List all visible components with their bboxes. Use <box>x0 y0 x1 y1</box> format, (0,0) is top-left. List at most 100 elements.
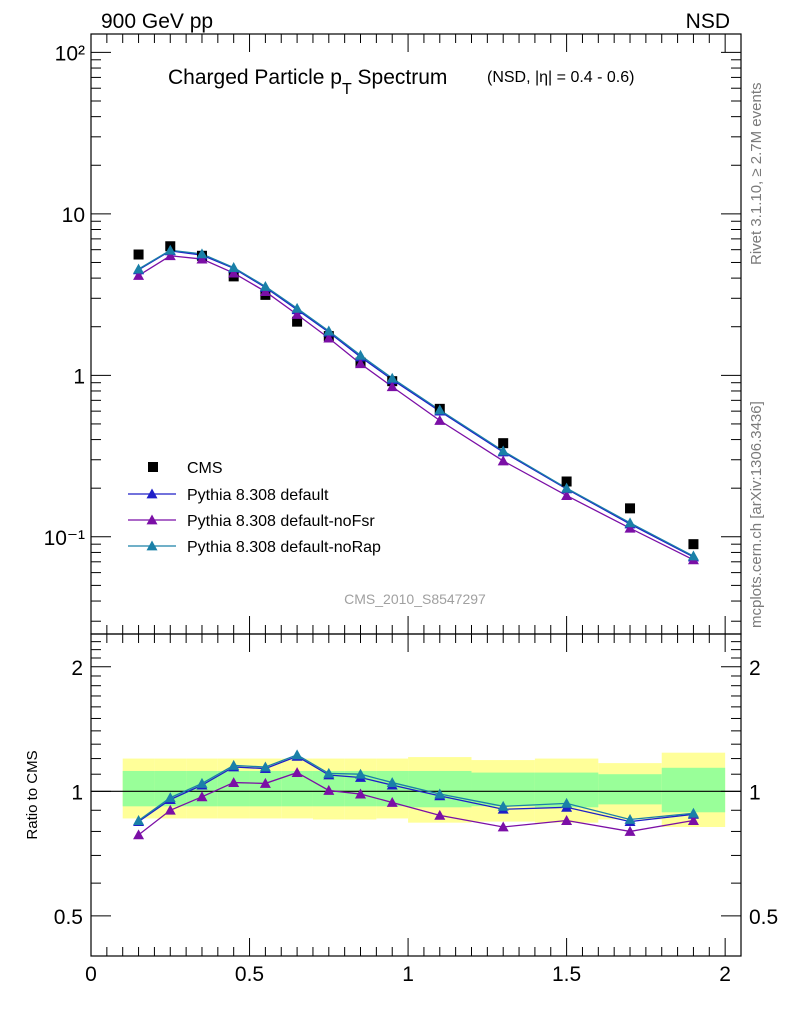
data-point <box>133 249 144 260</box>
ratio-line <box>138 755 694 823</box>
mc-point <box>386 381 398 392</box>
mc-point <box>133 263 145 274</box>
mc-point <box>164 250 176 261</box>
data-point <box>688 539 699 550</box>
ratio-frame <box>90 633 742 957</box>
mc-point <box>259 286 271 297</box>
ratio-point <box>355 788 367 799</box>
mc-point <box>561 482 573 493</box>
mc-point <box>561 490 573 500</box>
mc-point <box>323 325 335 336</box>
mc-point <box>624 522 636 533</box>
ratio-point <box>386 777 398 787</box>
x-tick-label: 1 <box>402 963 414 986</box>
series-line <box>138 249 694 557</box>
ratio-axis-label: Ratio to CMS <box>24 750 41 839</box>
ratio-point <box>291 767 303 777</box>
title-subscript: T <box>342 81 352 98</box>
uncertainty-band-inner <box>661 767 726 813</box>
ratio-point <box>291 749 303 760</box>
uncertainty-band-inner <box>471 772 535 807</box>
mc-point <box>259 280 271 291</box>
mc-point <box>196 248 208 259</box>
ratio-point <box>355 768 367 779</box>
title-main: Charged Particle p <box>168 66 342 89</box>
legend-label: Pythia 8.308 default <box>187 487 329 504</box>
mc-point <box>355 358 367 369</box>
ratio-point <box>497 800 509 811</box>
legend-label: CMS <box>187 460 223 477</box>
mc-point <box>687 550 699 561</box>
x-tick-label: 0.5 <box>235 963 264 986</box>
y-tick-label: 10 <box>62 204 85 227</box>
ratio-point <box>687 815 699 825</box>
ratio-point <box>434 809 446 820</box>
mc-point <box>355 349 367 360</box>
ratio-point <box>323 767 335 778</box>
ratio-point <box>228 759 240 770</box>
uncertainty-band-inner <box>598 774 662 805</box>
legend-marker <box>146 488 158 499</box>
y-tick-label: 10² <box>55 42 85 65</box>
ratio-point <box>561 815 573 825</box>
data-point <box>625 503 636 514</box>
uncertainty-band-inner <box>217 770 250 807</box>
mc-point <box>291 302 303 313</box>
ratio-point <box>196 777 208 788</box>
mc-point <box>497 445 509 456</box>
ratio-point <box>196 791 208 802</box>
ratio-point <box>497 821 509 832</box>
uncertainty-band-inner <box>122 770 155 807</box>
ratio-y-tick-label-right: 1 <box>749 781 761 804</box>
data-point <box>498 438 509 449</box>
mc-point <box>228 262 240 272</box>
header-left: 900 GeV pp <box>101 10 213 33</box>
mc-point <box>133 270 145 280</box>
chart-title: Charged Particle pT Spectrum <box>168 66 447 98</box>
ratio-point <box>228 777 240 787</box>
ratio-panel: 0.5 0.5 1 1 2 2 0 0.5 1 1.5 2 <box>54 633 778 986</box>
ratio-point <box>561 797 573 808</box>
legend-label: Pythia 8.308 default-noFsr <box>187 513 375 530</box>
side-label-top: Rivet 3.1.10, ≥ 2.7M events <box>748 83 765 266</box>
data-point <box>561 476 572 487</box>
ratio-y-tick-label: 0.5 <box>54 906 83 929</box>
ratio-y-tick-label-right: 2 <box>749 657 761 680</box>
mc-point <box>323 332 335 343</box>
ratio-point <box>624 813 636 824</box>
ratio-point <box>687 807 699 818</box>
analysis-watermark: CMS_2010_S8547297 <box>344 591 486 607</box>
mc-point <box>164 244 176 255</box>
data-point <box>292 316 303 327</box>
y-tick-label: 1 <box>73 365 85 388</box>
mc-point <box>624 517 636 528</box>
ratio-point <box>386 796 398 807</box>
ratio-point <box>624 825 636 836</box>
ratio-point <box>434 788 446 799</box>
ratio-point <box>133 815 145 825</box>
mc-point <box>434 404 446 415</box>
mc-point <box>434 415 446 425</box>
y-tick-label: 10⁻¹ <box>44 527 85 550</box>
ratio-point <box>323 784 335 795</box>
ratio-point <box>164 792 176 803</box>
x-tick-label: 2 <box>719 963 731 986</box>
mc-point <box>196 253 208 264</box>
uncertainty-band-inner <box>249 770 282 807</box>
main-panel: 10⁻¹ 1 10 10² <box>44 33 742 635</box>
ratio-point <box>259 761 271 772</box>
series-line <box>138 250 694 558</box>
ratio-y-tick-label: 2 <box>71 657 83 680</box>
x-tick-label: 1.5 <box>552 963 581 986</box>
legend-label: Pythia 8.308 default-noRap <box>187 539 381 556</box>
side-label-bottom: mcplots.cern.ch [arXiv:1306.3436] <box>748 401 765 628</box>
series-line <box>138 255 694 561</box>
mc-point <box>291 309 303 319</box>
legend-marker <box>146 540 158 551</box>
mc-point <box>497 455 509 466</box>
title-extra: (NSD, |η| = 0.4 - 0.6) <box>487 69 634 86</box>
title-after: Spectrum <box>352 66 448 89</box>
ratio-point <box>133 829 145 840</box>
ratio-line <box>138 771 694 836</box>
